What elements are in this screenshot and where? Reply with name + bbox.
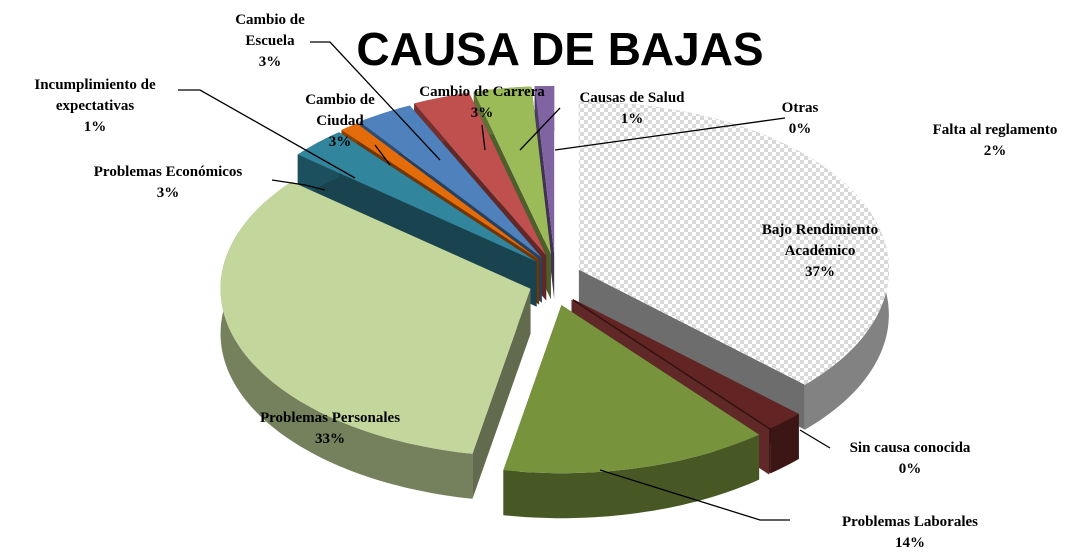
data-label: Otras 0% [750, 98, 850, 140]
category-label: Problemas Personales [259, 410, 401, 426]
slice [297, 132, 537, 262]
value-label: 3% [328, 134, 352, 150]
value-label: 37% [805, 264, 835, 280]
slice [341, 123, 540, 260]
value-label: 0% [898, 461, 922, 477]
leader-line [178, 89, 356, 179]
value-label: 14% [895, 535, 925, 551]
category-label: Causas de Salud [579, 90, 685, 106]
slice-face [472, 288, 531, 499]
data-label: Problemas Económicos 3% [58, 162, 278, 204]
slice [220, 181, 531, 499]
slice [359, 105, 542, 258]
leader-line [599, 469, 790, 521]
value-label: 3% [156, 185, 180, 201]
category-label: Cambio de Escuela [235, 12, 305, 49]
slice-side [220, 181, 473, 499]
leader-line [481, 124, 486, 151]
data-label: Cambio de Ciudad 3% [285, 90, 395, 153]
data-label: Problemas Personales 33% [220, 408, 440, 450]
data-label: Incumplimiento de expectativas 1% [5, 75, 185, 138]
leader-line [271, 179, 326, 191]
category-label: Sin causa conocida [849, 440, 971, 456]
slice [503, 305, 760, 474]
slice [503, 305, 760, 519]
leader-line [554, 117, 786, 151]
slice [414, 92, 547, 256]
slice-side [503, 434, 760, 519]
slice-side [770, 414, 799, 474]
slice [473, 86, 551, 255]
slice [220, 181, 531, 454]
slice [578, 101, 889, 385]
slice [572, 298, 799, 429]
data-label: Bajo Rendimiento Académico 37% [735, 220, 905, 283]
value-label: 0% [788, 121, 812, 137]
data-label: Problemas Laborales 14% [810, 512, 1010, 554]
value-label: 2% [983, 143, 1007, 159]
category-label: Problemas Económicos [93, 164, 243, 180]
leader-line [799, 429, 831, 449]
value-label: 3% [258, 54, 282, 70]
value-label: 1% [620, 111, 644, 127]
category-label: Incumplimiento de expectativas [34, 77, 156, 114]
slice [571, 300, 770, 430]
category-label: Cambio de Ciudad [305, 92, 375, 129]
data-label: Sin causa conocida 0% [820, 438, 1000, 480]
category-label: Otras [781, 100, 819, 116]
chart-title: CAUSA DE BAJAS [356, 23, 764, 75]
data-label: Causas de Salud 1% [557, 88, 707, 130]
leader-line [310, 41, 441, 161]
slice [534, 86, 555, 255]
category-label: Cambio de Carrera [419, 84, 545, 100]
category-label: Bajo Rendimiento Académico [761, 222, 879, 259]
value-label: 33% [315, 431, 345, 447]
leader-line [519, 107, 561, 151]
data-label: Falta al reglamento 2% [895, 120, 1080, 162]
data-label: Cambio de Escuela 3% [215, 10, 325, 73]
category-label: Problemas Laborales [842, 514, 978, 530]
value-label: 3% [470, 105, 494, 121]
value-label: 1% [83, 119, 107, 135]
data-label: Cambio de Carrera 3% [397, 82, 567, 124]
leader-line [374, 144, 391, 166]
category-label: Falta al reglamento [932, 122, 1058, 138]
